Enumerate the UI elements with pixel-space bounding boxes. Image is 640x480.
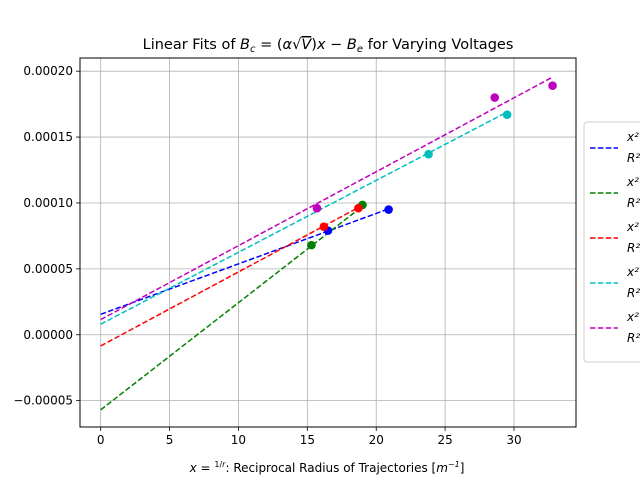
fit-line-1 [100, 208, 389, 316]
x-tick-label: 20 [369, 433, 384, 447]
legend-label-3-a: x² [626, 220, 639, 234]
data-point-4-1 [424, 149, 433, 159]
x-tick-label: 0 [97, 433, 105, 447]
data-point-5-3 [548, 81, 557, 90]
legend-label-2-b: R² [627, 196, 640, 210]
x-axis-label: x = 1/r: Reciprocal Radius of Trajectori… [189, 460, 465, 475]
legend-label-1-a: x² [626, 130, 639, 144]
legend-label-5-a: x² [626, 310, 639, 324]
data-point-2-1 [307, 240, 316, 250]
legend: x² R² x² R² x² R² x² R² x² R² [583, 121, 640, 363]
y-tick-label: 0.00005 [23, 262, 73, 276]
x-tick-label: 15 [300, 433, 315, 447]
data-point-1-2 [384, 205, 393, 214]
y-tick-label: 0.00010 [23, 196, 73, 210]
legend-label-4-b: R² [627, 286, 640, 300]
legend-label-2-a: x² [626, 175, 639, 189]
data-point-5-1 [312, 203, 322, 213]
data-point-4-2 [502, 110, 512, 119]
data-point-5-2 [490, 93, 500, 102]
legend-label-5-b: R² [627, 331, 640, 345]
fit-line-3 [100, 206, 359, 347]
legend-label-3-b: R² [627, 241, 640, 255]
grid [80, 58, 576, 427]
x-tick-label: 25 [437, 433, 452, 447]
plot-frame [79, 57, 577, 428]
data-point-3-1 [319, 222, 329, 231]
fit-line-5 [100, 76, 553, 321]
series-layer [100, 76, 557, 411]
data-point-3-2 [354, 203, 363, 213]
y-tick-label: 0.00000 [23, 328, 73, 342]
legend-box [583, 121, 640, 363]
y-tick-label: −0.00005 [13, 394, 73, 408]
legend-label-4-a: x² [626, 265, 639, 279]
legend-label-1-b: R² [627, 151, 640, 165]
x-tick-label: 30 [506, 433, 521, 447]
x-axis-label-text: x = 1/r: Reciprocal Radius of Trajectori… [189, 460, 465, 475]
x-tick-label: 10 [231, 433, 246, 447]
y-tick-label: 0.00020 [23, 64, 73, 78]
x-tick-label: 5 [166, 433, 174, 447]
ticks: 0 5 10 15 20 25 30 −0.00005 0.00000 0.00005 0.0001… [13, 64, 521, 447]
fit-line-4 [100, 111, 508, 325]
y-tick-label: 0.00015 [23, 130, 73, 144]
chart-title: Linear Fits of Bc = (α√V)x − Be for Vary… [143, 37, 514, 55]
